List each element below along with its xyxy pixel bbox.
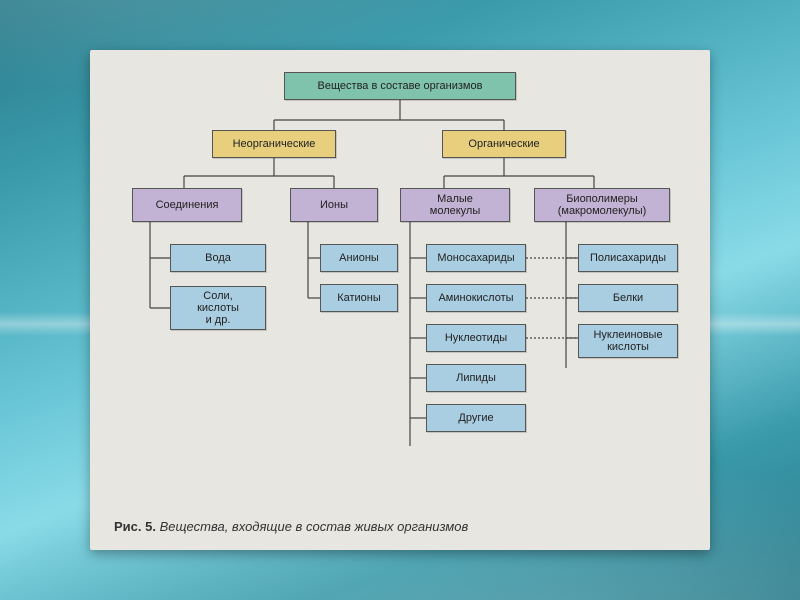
node-nucleotides: Нуклеотиды	[426, 324, 526, 352]
node-label: Биополимеры(макромолекулы)	[558, 193, 647, 217]
node-amino-acids: Аминокислоты	[426, 284, 526, 312]
sheet: Вещества в составе организмов Неорганиче…	[90, 50, 710, 550]
node-monosaccharides: Моносахариды	[426, 244, 526, 272]
node-proteins: Белки	[578, 284, 678, 312]
node-label: Нуклеотиды	[445, 332, 507, 344]
node-label: Неорганические	[233, 138, 316, 150]
node-inorganic: Неорганические	[212, 130, 336, 158]
node-other: Другие	[426, 404, 526, 432]
node-label: Аминокислоты	[438, 292, 513, 304]
node-label: Нуклеиновыекислоты	[593, 329, 662, 353]
caption-text: Вещества, входящие в состав живых органи…	[160, 519, 469, 534]
node-label: Катионы	[337, 292, 381, 304]
node-biopolymers: Биополимеры(макромолекулы)	[534, 188, 670, 222]
node-label: Ионы	[320, 199, 348, 211]
node-label: Моносахариды	[437, 252, 514, 264]
node-label: Анионы	[339, 252, 379, 264]
node-cations: Катионы	[320, 284, 398, 312]
node-compounds: Соединения	[132, 188, 242, 222]
node-label: Вещества в составе организмов	[318, 80, 483, 92]
node-water: Вода	[170, 244, 266, 272]
slide-background: Вещества в составе организмов Неорганиче…	[0, 0, 800, 600]
node-salts: Соли,кислотыи др.	[170, 286, 266, 330]
node-label: Соединения	[156, 199, 219, 211]
node-anions: Анионы	[320, 244, 398, 272]
node-nucleic-acids: Нуклеиновыекислоты	[578, 324, 678, 358]
node-label: Органические	[468, 138, 539, 150]
node-small-molecules: Малыемолекулы	[400, 188, 510, 222]
hierarchy-diagram: Вещества в составе организмов Неорганиче…	[114, 72, 686, 490]
node-label: Вода	[205, 252, 231, 264]
node-polysaccharides: Полисахариды	[578, 244, 678, 272]
node-root: Вещества в составе организмов	[284, 72, 516, 100]
node-lipids: Липиды	[426, 364, 526, 392]
node-label: Малыемолекулы	[430, 193, 481, 217]
node-label: Полисахариды	[590, 252, 666, 264]
node-label: Другие	[458, 412, 493, 424]
node-label: Соли,кислотыи др.	[197, 290, 239, 326]
node-ions: Ионы	[290, 188, 378, 222]
caption-prefix: Рис. 5.	[114, 519, 156, 534]
node-label: Липиды	[456, 372, 496, 384]
node-organic: Органические	[442, 130, 566, 158]
node-label: Белки	[613, 292, 643, 304]
figure-caption: Рис. 5. Вещества, входящие в состав живы…	[114, 519, 468, 534]
connectors	[114, 72, 686, 492]
